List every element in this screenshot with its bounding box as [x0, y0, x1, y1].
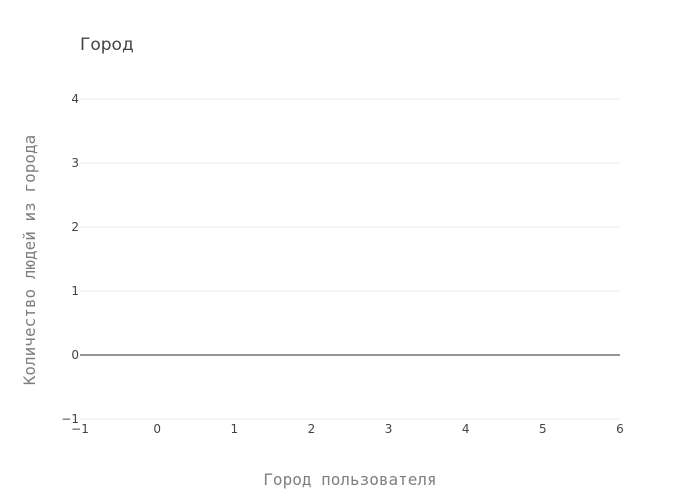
x-tick-label: 2: [308, 422, 316, 436]
x-axis-title: Город пользователя: [263, 470, 436, 489]
y-axis-title: Количество людей из города: [20, 135, 39, 385]
y-tick-label: −1: [61, 412, 79, 426]
x-tick-label: 3: [385, 422, 393, 436]
x-tick-label: 6: [616, 422, 624, 436]
x-tick-label: 4: [462, 422, 470, 436]
x-tick-labels: −1 0 1 2 3 4 5 6: [71, 422, 624, 436]
y-tick-label: 0: [71, 348, 79, 362]
y-tick-label: 4: [71, 92, 79, 106]
x-tick-label: 0: [153, 422, 161, 436]
y-tick-label: 3: [71, 156, 79, 170]
y-tick-labels: −1 0 1 2 3 4: [61, 92, 79, 426]
x-tick-label: 5: [539, 422, 547, 436]
chart-title: Город: [80, 35, 134, 55]
grid-lines: [80, 98, 620, 420]
y-tick-label: 1: [71, 284, 79, 298]
x-tick-label: 1: [230, 422, 238, 436]
x-tick-label: −1: [71, 422, 89, 436]
y-tick-label: 2: [71, 220, 79, 234]
